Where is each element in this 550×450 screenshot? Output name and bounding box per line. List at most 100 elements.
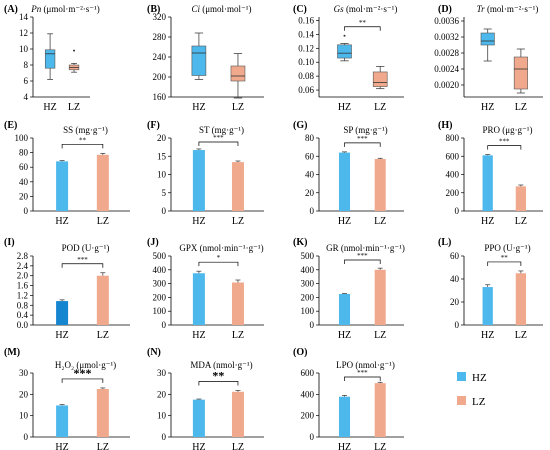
y-tick-label: 320 xyxy=(153,12,167,22)
bar-lz xyxy=(374,269,386,325)
y-tick-label: 400 xyxy=(301,389,315,399)
significance-bracket xyxy=(344,26,381,31)
title-variable: Tr xyxy=(477,4,486,14)
y-tick-label: 1.2 xyxy=(17,290,28,300)
significance-marker: *** xyxy=(357,369,368,377)
panel-label: (C) xyxy=(293,4,307,15)
panel-title: PPO (U·g⁻¹) xyxy=(484,243,530,253)
y-tick-label: 600 xyxy=(301,368,315,378)
bar-hz xyxy=(192,150,205,211)
y-tick-label: 200 xyxy=(446,188,460,198)
y-tick-label: 0.06 xyxy=(298,85,314,95)
y-tick-label: 500 xyxy=(153,251,167,261)
significance-marker: *** xyxy=(77,256,88,264)
panel-e: (E) SS (mg·g⁻¹) 0 20 40 60 80 100 HZ LZ ** xyxy=(4,120,130,227)
bar-lz xyxy=(515,273,527,325)
y-tick-label: 0 xyxy=(455,320,460,330)
panel-l: (L) PPO (U·g⁻¹) 0 20 40 60 HZ LZ ** xyxy=(438,237,543,341)
bar-hz xyxy=(192,399,205,437)
panel-title: ST (mg·g⁻¹) xyxy=(199,125,244,135)
panel-g: (G) SP (mg·g⁻¹) 0 20 40 60 80 HZ LZ *** xyxy=(293,120,404,227)
y-tick-label: 10 xyxy=(19,44,29,54)
panel-o: (O) LPO (nmol·g⁻¹) 0 200 400 600 HZ LZ *** xyxy=(293,347,404,450)
y-tick-label: 0 xyxy=(162,320,167,330)
significance-marker: *** xyxy=(73,366,91,380)
y-tick-label: 0.0024 xyxy=(434,64,459,74)
x-tick-label: LZ xyxy=(68,102,80,113)
y-tick-label: 400 xyxy=(153,265,167,275)
significance-marker: *** xyxy=(357,252,368,260)
y-tick-label: 6 xyxy=(24,76,29,86)
panel-title: H₂O₂ (μmol·g⁻¹) xyxy=(55,360,116,370)
y-tick-label: 200 xyxy=(301,411,315,421)
title-variable: Ci xyxy=(191,4,200,14)
box-hz xyxy=(191,45,207,76)
y-tick-label: 20 xyxy=(305,188,315,198)
y-tick-label: 2.8 xyxy=(17,251,29,261)
title-unit: (μmol·mol⁻¹) xyxy=(200,4,252,14)
bar-hz xyxy=(482,155,493,211)
y-tick-label: 100 xyxy=(153,306,167,316)
y-tick-label: 0.0028 xyxy=(434,48,459,58)
panel-label: (O) xyxy=(293,347,307,358)
y-tick-label: 0 xyxy=(24,206,29,216)
x-tick-label: HZ xyxy=(55,442,68,450)
significance-bracket xyxy=(487,261,522,266)
x-tick-label: LZ xyxy=(374,102,386,113)
y-tick-label: 0.0036 xyxy=(434,16,459,26)
box-outlier xyxy=(73,49,76,52)
y-tick-label: 20 xyxy=(19,191,29,201)
significance-marker: *** xyxy=(213,134,224,142)
y-tick-label: 0.14 xyxy=(298,29,314,39)
box-hz xyxy=(480,32,495,46)
y-tick-label: 30 xyxy=(19,368,29,378)
panel-k: (K) GR (nmol·min⁻¹·g⁻¹) 0 100 200 300 400 500 HZ… xyxy=(293,237,405,341)
box-hz xyxy=(44,49,56,69)
panel-label: (B) xyxy=(147,4,160,15)
y-tick-label: 2.0 xyxy=(17,271,29,281)
panel-m: (M) H₂O₂ (μmol·g⁻¹) 0 10 20 30 HZ LZ *** xyxy=(4,347,130,450)
title-unit: (mol·m⁻²·s⁻¹) xyxy=(485,4,539,14)
y-tick-label: 1.6 xyxy=(17,281,29,291)
significance-bracket xyxy=(61,143,104,149)
box-hz xyxy=(337,44,352,59)
panel-label: (J) xyxy=(147,237,159,248)
box-lz xyxy=(372,71,388,87)
bar-hz xyxy=(192,273,205,325)
significance-bracket xyxy=(198,261,239,267)
y-tick-label: 0.8 xyxy=(17,300,29,310)
x-tick-label: LZ xyxy=(374,330,386,341)
significance-bracket xyxy=(61,263,104,268)
x-tick-label: LZ xyxy=(97,442,109,450)
y-tick-label: 200 xyxy=(153,72,167,82)
bar-lz xyxy=(96,275,109,325)
panel-label: (I) xyxy=(4,237,15,248)
panel-n: (N) MDA (nmol·g⁻¹) 0 10 20 30 HZ LZ ** xyxy=(147,347,264,450)
y-tick-label: 0 xyxy=(310,432,315,442)
y-tick-label: 0.0032 xyxy=(434,32,459,42)
y-tick-label: 160 xyxy=(153,92,167,102)
significance-bracket xyxy=(61,378,104,383)
y-tick-label: 500 xyxy=(301,251,315,261)
significance-marker: ** xyxy=(501,254,509,262)
y-tick-label: 2.4 xyxy=(17,261,29,271)
x-tick-label: HZ xyxy=(338,216,351,227)
y-tick-label: 80 xyxy=(19,148,29,158)
y-tick-label: 300 xyxy=(301,279,315,289)
panel-label: (D) xyxy=(438,4,452,15)
significance-bracket xyxy=(344,142,381,147)
y-tick-label: 0.16 xyxy=(298,15,314,25)
panel-title: POD (U·g⁻¹) xyxy=(62,243,110,253)
legend-swatch-hz xyxy=(457,372,466,381)
y-tick-label: 60 xyxy=(450,251,460,261)
bar-hz xyxy=(56,405,69,437)
y-tick-label: 12 xyxy=(19,28,28,38)
x-tick-label: LZ xyxy=(232,216,244,227)
panel-i: (I) POD (U·g⁻¹) 0.00.40.81.21.62.02.42.8 HZ… xyxy=(4,237,130,341)
panel-title: Ci (μmol·mol⁻¹) xyxy=(191,4,251,14)
bar-lz xyxy=(515,186,527,211)
significance-bracket xyxy=(198,141,239,146)
bar-lz xyxy=(231,391,244,437)
panel-label: (G) xyxy=(293,120,307,131)
